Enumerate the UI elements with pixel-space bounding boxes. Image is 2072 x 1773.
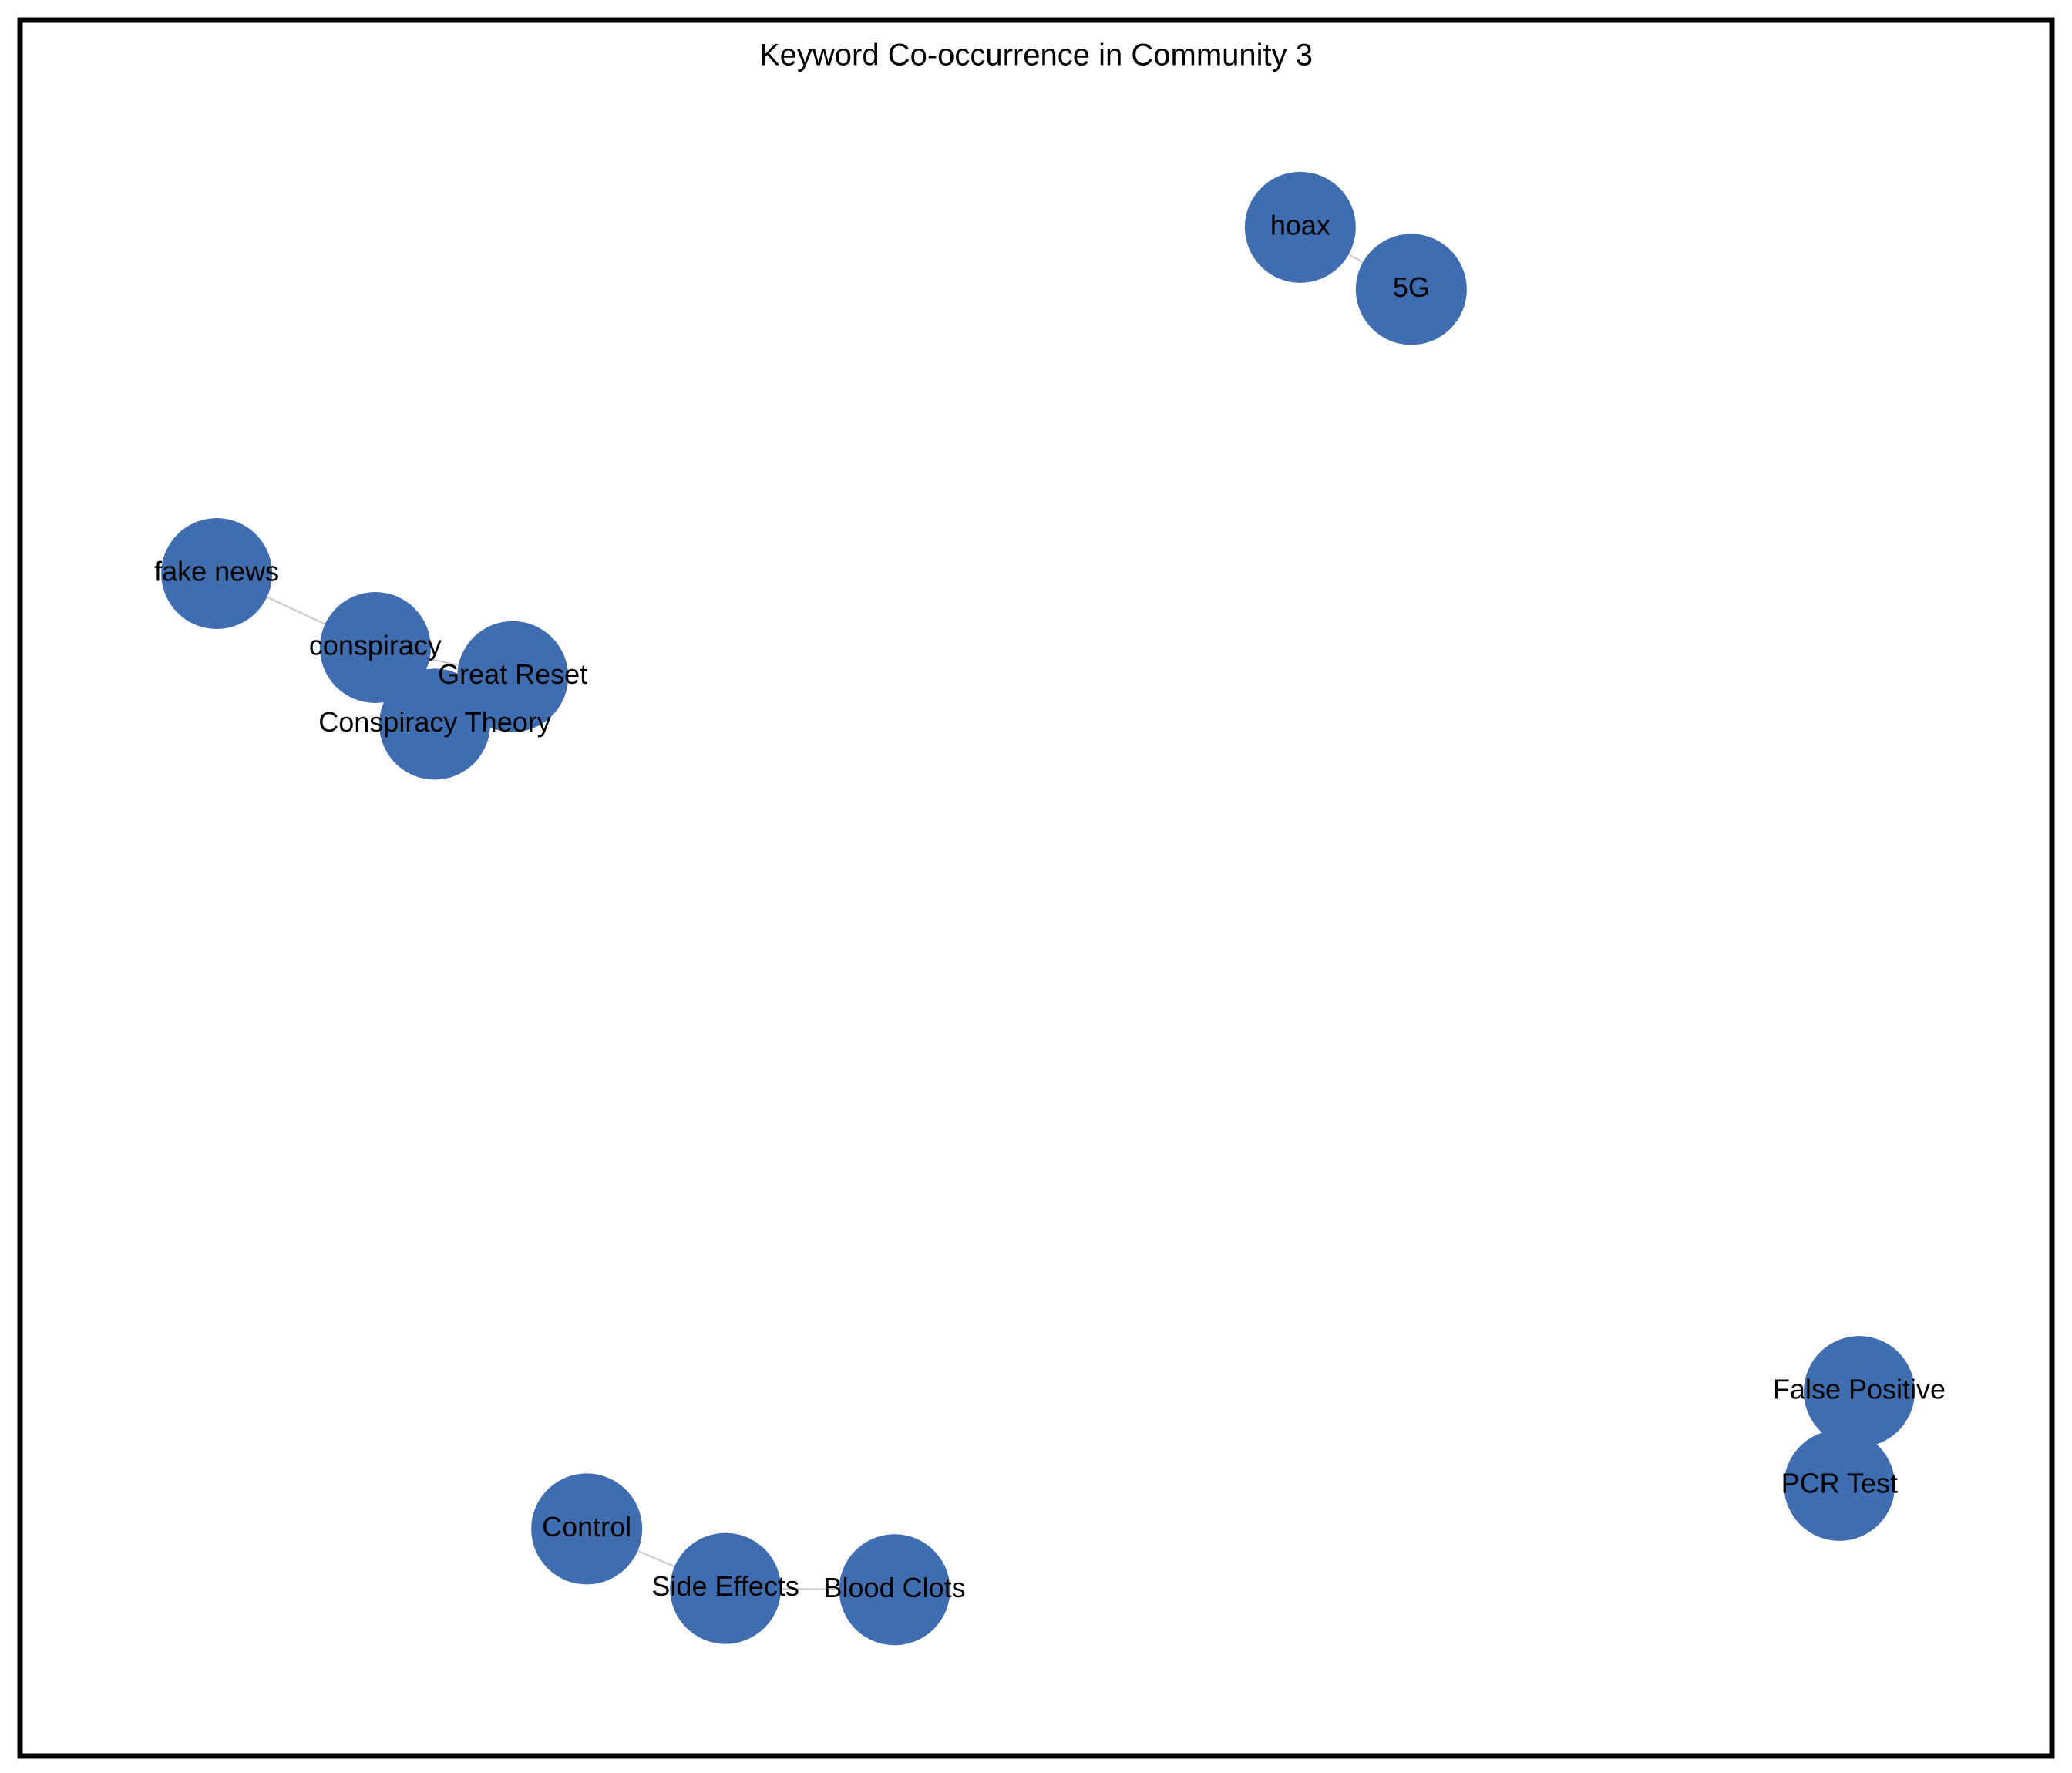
node-label: conspiracy [309, 630, 442, 661]
node [1244, 171, 1356, 283]
node [670, 1532, 782, 1644]
node [839, 1534, 950, 1646]
node-label: fake news [154, 556, 279, 587]
node [1784, 1429, 1895, 1541]
node [319, 592, 431, 703]
nodes [161, 171, 1915, 1646]
node-label: False Positive [1773, 1374, 1946, 1405]
node-label: 5G [1393, 271, 1430, 303]
node [161, 518, 273, 629]
node-label: Blood Clots [824, 1572, 966, 1603]
node [531, 1473, 643, 1585]
node-label: Conspiracy Theory [318, 706, 550, 738]
node [1355, 234, 1467, 345]
node-label: hoax [1270, 209, 1330, 241]
node-label: Great Reset [438, 658, 587, 690]
frame [17, 17, 2055, 1759]
node-label: PCR Test [1781, 1467, 1898, 1499]
node [379, 668, 490, 780]
node-label: Side Effects [651, 1570, 799, 1602]
node [1804, 1336, 1915, 1448]
node-label: Control [542, 1511, 631, 1543]
title: Keyword Co-occurrence in Community 3 [759, 39, 1313, 72]
